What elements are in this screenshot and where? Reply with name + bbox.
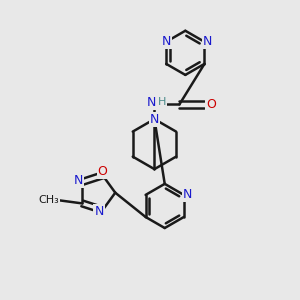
- Text: CH₃: CH₃: [38, 195, 59, 205]
- Text: O: O: [206, 98, 216, 111]
- Text: N: N: [147, 95, 156, 109]
- Text: N: N: [74, 174, 83, 187]
- Text: H: H: [158, 97, 166, 107]
- Text: N: N: [161, 35, 171, 48]
- Text: N: N: [94, 205, 104, 218]
- Text: N: N: [150, 112, 159, 126]
- Text: N: N: [183, 188, 192, 201]
- Text: N: N: [203, 35, 212, 48]
- Text: O: O: [98, 165, 108, 178]
